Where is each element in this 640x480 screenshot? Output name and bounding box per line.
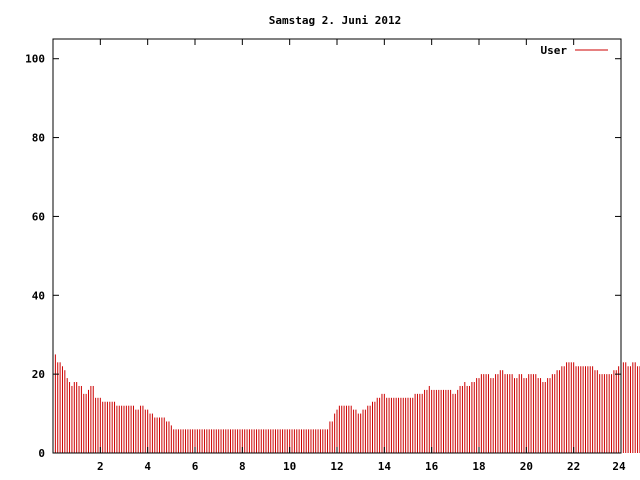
legend: User <box>541 44 608 57</box>
x-tick-label: 10 <box>283 460 296 473</box>
x-tick-label: 16 <box>425 460 439 473</box>
y-tick-label: 0 <box>38 447 45 460</box>
y-tick-label: 80 <box>32 132 45 145</box>
x-tick-label: 22 <box>567 460 580 473</box>
x-tick-label: 20 <box>520 460 533 473</box>
bar-series-user <box>54 354 640 453</box>
x-tick-label: 24 <box>612 460 626 473</box>
x-tick-label: 12 <box>330 460 343 473</box>
legend-label-user: User <box>541 44 568 57</box>
y-tick-label: 20 <box>32 368 45 381</box>
plot-frame <box>52 38 622 454</box>
x-tick-label: 2 <box>97 460 104 473</box>
x-tick-label: 18 <box>472 460 485 473</box>
y-tick-label: 40 <box>32 289 45 302</box>
x-tick-label: 4 <box>144 460 151 473</box>
x-tick-label: 6 <box>192 460 199 473</box>
x-tick-label: 8 <box>239 460 246 473</box>
x-tick-label: 14 <box>378 460 392 473</box>
chart-title: Samstag 2. Juni 2012 <box>269 14 401 27</box>
y-tick-label: 100 <box>25 53 45 66</box>
y-tick-label: 60 <box>32 210 45 223</box>
